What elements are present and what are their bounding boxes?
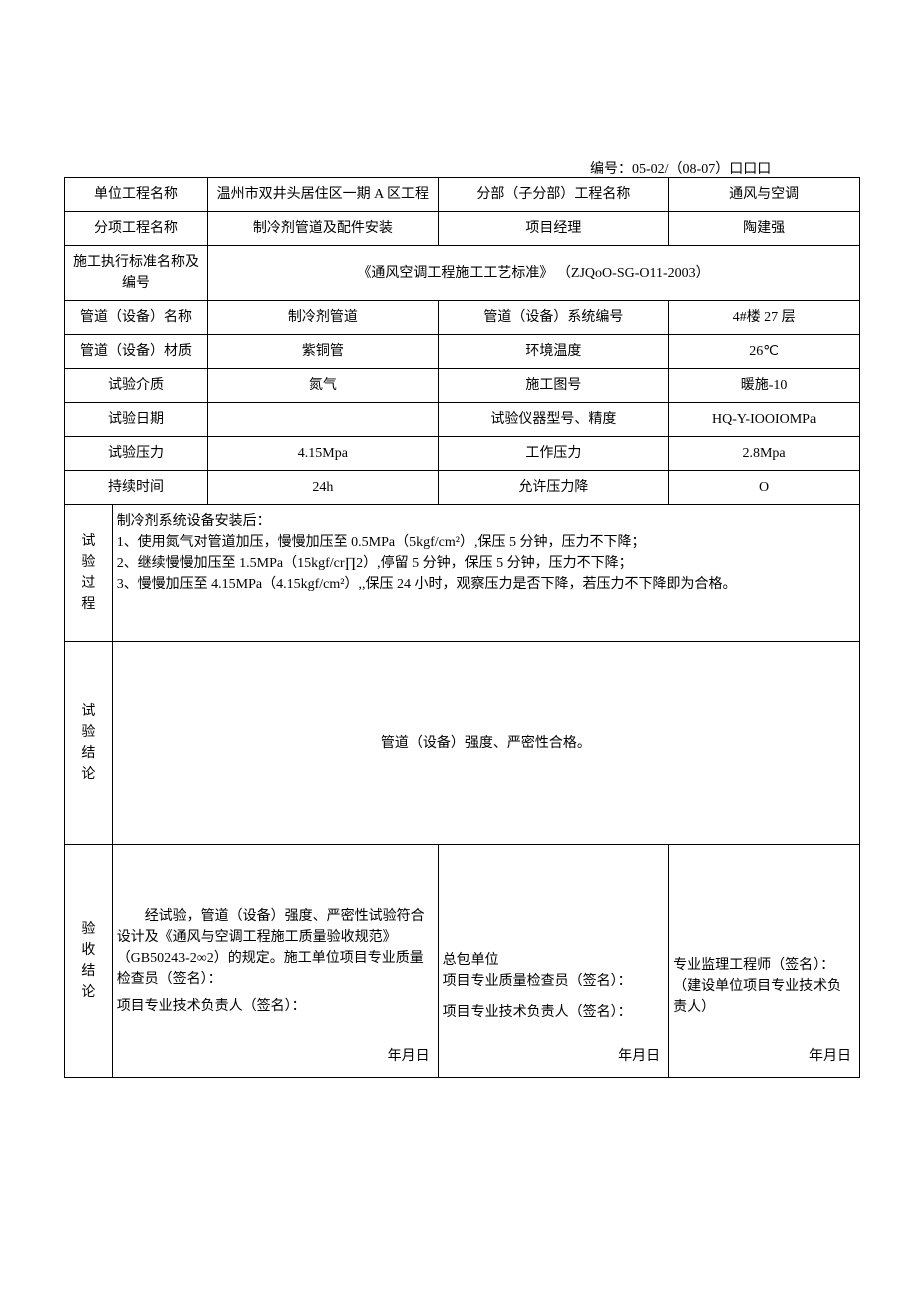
label-work-pressure: 工作压力 (438, 437, 669, 471)
label-temp: 环境温度 (438, 335, 669, 369)
process-line-2: 1、使用氮气对管道加压，慢慢加压至 0.5MPa（5kgf/cm²）,保压 5 … (117, 532, 855, 553)
row-process: 试验过程 制冷剂系统设备安装后： 1、使用氮气对管道加压，慢慢加压至 0.5MP… (65, 505, 860, 642)
row-medium: 试验介质 氮气 施工图号 暖施-10 (65, 369, 860, 403)
row-conclusion: 试验结论 管道（设备）强度、严密性合格。 (65, 642, 860, 845)
row-unit-project: 单位工程名称 温州市双井头居住区一期 A 区工程 分部（子分部）工程名称 通风与… (65, 178, 860, 212)
sign1-date: 年月日 (388, 1046, 430, 1067)
row-material: 管道（设备）材质 紫铜管 环境温度 26℃ (65, 335, 860, 369)
process-body: 制冷剂系统设备安装后： 1、使用氮气对管道加压，慢慢加压至 0.5MPa（5kg… (112, 505, 859, 642)
label-standard: 施工执行标准名称及编号 (65, 246, 208, 301)
label-unit-project: 单位工程名称 (65, 178, 208, 212)
process-line-1: 制冷剂系统设备安装后： (117, 511, 855, 532)
value-unit-project: 温州市双井头居住区一期 A 区工程 (208, 178, 439, 212)
value-subdivision: 通风与空调 (669, 178, 860, 212)
sign3-p2: （建设单位项目专业技术负责人） (673, 976, 855, 1018)
main-table: 单位工程名称 温州市双井头居住区一期 A 区工程 分部（子分部）工程名称 通风与… (64, 177, 860, 1078)
label-pm: 项目经理 (438, 212, 669, 246)
label-material: 管道（设备）材质 (65, 335, 208, 369)
value-subitem: 制冷剂管道及配件安装 (208, 212, 439, 246)
label-drawing: 施工图号 (438, 369, 669, 403)
page: 编号：05-02/（08-07）口口口 单位工程名称 温州市双井头居住区一期 A… (0, 0, 920, 1301)
row-standard: 施工执行标准名称及编号 《通风空调工程施工工艺标准》 （ZJQoO-SG-O11… (65, 246, 860, 301)
conclusion-text: 管道（设备）强度、严密性合格。 (112, 642, 859, 845)
row-pipe-name: 管道（设备）名称 制冷剂管道 管道（设备）系统编号 4#楼 27 层 (65, 301, 860, 335)
row-date: 试验日期 试验仪器型号、精度 HQ-Y-IOOIOMPa (65, 403, 860, 437)
label-instrument: 试验仪器型号、精度 (438, 403, 669, 437)
value-drop: O (669, 471, 860, 505)
document-number: 编号：05-02/（08-07）口口口 (590, 158, 771, 178)
value-pipe-name: 制冷剂管道 (208, 301, 439, 335)
value-duration: 24h (208, 471, 439, 505)
value-drawing: 暖施-10 (669, 369, 860, 403)
sign3-p1: 专业监理工程师（签名）： (673, 955, 855, 976)
sign2-p1: 总包单位 (443, 950, 665, 971)
value-work-pressure: 2.8Mpa (669, 437, 860, 471)
process-line-4: 3、慢慢加压至 4.15MPa（4.15kgf/cm²）,,保压 24 小时，观… (117, 574, 855, 595)
sign-col-3: 专业监理工程师（签名）： （建设单位项目专业技术负责人） 年月日 (669, 845, 860, 1078)
row-duration: 持续时间 24h 允许压力降 O (65, 471, 860, 505)
value-temp: 26℃ (669, 335, 860, 369)
sign1-p1: 经试验，管道（设备）强度、严密性试验符合设计及《通风与空调工程施工质量验收规范》… (117, 906, 434, 990)
value-material: 紫铜管 (208, 335, 439, 369)
sign-col-2: 总包单位 项目专业质量检查员（签名）： 项目专业技术负责人（签名）： 年月日 (438, 845, 669, 1078)
sign3-date: 年月日 (809, 1046, 851, 1067)
sign2-p2: 项目专业质量检查员（签名）： (443, 971, 665, 992)
label-acceptance: 验收结论 (65, 845, 113, 1078)
label-pipe-name: 管道（设备）名称 (65, 301, 208, 335)
label-conclusion: 试验结论 (65, 642, 113, 845)
row-acceptance: 验收结论 经试验，管道（设备）强度、严密性试验符合设计及《通风与空调工程施工质量… (65, 845, 860, 1078)
label-process: 试验过程 (65, 505, 113, 642)
value-sys-no: 4#楼 27 层 (669, 301, 860, 335)
sign2-p3: 项目专业技术负责人（签名）： (443, 1002, 665, 1023)
row-pressure: 试验压力 4.15Mpa 工作压力 2.8Mpa (65, 437, 860, 471)
sign1-p2: 项目专业技术负责人（签名）： (117, 996, 434, 1017)
label-test-pressure: 试验压力 (65, 437, 208, 471)
value-standard: 《通风空调工程施工工艺标准》 （ZJQoO-SG-O11-2003） (208, 246, 860, 301)
value-date (208, 403, 439, 437)
label-subitem: 分项工程名称 (65, 212, 208, 246)
label-duration: 持续时间 (65, 471, 208, 505)
label-date: 试验日期 (65, 403, 208, 437)
value-medium: 氮气 (208, 369, 439, 403)
sign-col-1: 经试验，管道（设备）强度、严密性试验符合设计及《通风与空调工程施工质量验收规范》… (112, 845, 438, 1078)
label-subdivision: 分部（子分部）工程名称 (438, 178, 669, 212)
row-subitem: 分项工程名称 制冷剂管道及配件安装 项目经理 陶建强 (65, 212, 860, 246)
spacer (117, 595, 855, 635)
label-drop: 允许压力降 (438, 471, 669, 505)
label-medium: 试验介质 (65, 369, 208, 403)
sign2-date: 年月日 (618, 1046, 660, 1067)
value-pm: 陶建强 (669, 212, 860, 246)
process-line-3: 2、继续慢慢加压至 1.5MPa（15kgf/cr∏2）,停留 5 分钟，保压 … (117, 553, 855, 574)
value-instrument: HQ-Y-IOOIOMPa (669, 403, 860, 437)
value-test-pressure: 4.15Mpa (208, 437, 439, 471)
label-sys-no: 管道（设备）系统编号 (438, 301, 669, 335)
